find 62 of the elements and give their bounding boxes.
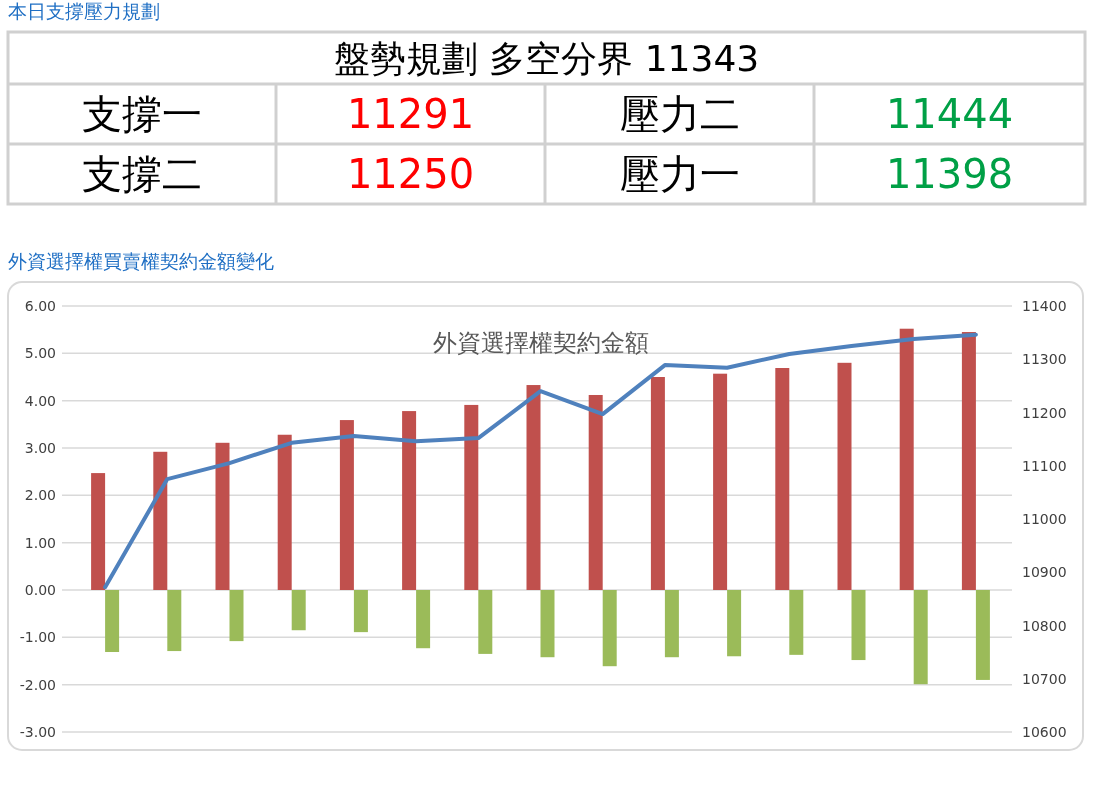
- bar: [91, 473, 106, 590]
- bar: [464, 404, 479, 590]
- bar: [526, 385, 541, 590]
- text: 盤勢規劃 多空分界 11343: [333, 38, 760, 79]
- bar: [975, 590, 990, 680]
- y-tick-label: 2.00: [24, 487, 56, 504]
- y-tick-label: -3.00: [19, 724, 56, 740]
- bar: [478, 590, 493, 654]
- y-tick-label: 4.00: [24, 392, 56, 409]
- bar: [713, 373, 728, 590]
- bar: [402, 411, 417, 590]
- text: 壓力二: [619, 91, 740, 137]
- y2-tick-label: 10600: [1022, 724, 1067, 740]
- bar: [229, 590, 244, 642]
- y-tick-label: 5.00: [24, 345, 56, 362]
- text: 11398: [885, 151, 1014, 197]
- y-tick-label: 1.00: [24, 534, 56, 551]
- bar: [837, 362, 852, 590]
- y-tick-label: 0.00: [24, 582, 56, 598]
- bar: [167, 590, 182, 652]
- text: 本日支撐壓力規劃: [8, 0, 160, 22]
- text: 11291: [346, 91, 475, 137]
- text: 壓力一: [619, 151, 740, 197]
- y2-tick-label: 10900: [1022, 564, 1067, 581]
- y2-tick-label: 11100: [1022, 457, 1067, 474]
- bar: [913, 590, 928, 685]
- bar: [339, 420, 354, 590]
- y2-tick-label: 11200: [1022, 404, 1067, 421]
- bar: [105, 590, 120, 653]
- bar: [775, 368, 790, 590]
- y2-tick-label: 11000: [1022, 511, 1067, 527]
- y2-tick-label: 10700: [1022, 670, 1067, 687]
- text: 支撐二: [82, 151, 202, 197]
- bar: [215, 442, 230, 590]
- bar: [650, 377, 665, 590]
- y2-tick-label: 11400: [1022, 298, 1067, 314]
- text: 11250: [346, 151, 475, 197]
- chart-title: 外資選擇權買賣權契約金額變化: [8, 250, 274, 272]
- y-tick-label: 3.00: [24, 440, 56, 456]
- text: 11444: [885, 91, 1014, 137]
- bar: [899, 328, 914, 590]
- y2-tick-label: 11300: [1022, 351, 1067, 368]
- bar: [277, 434, 292, 590]
- bar: [961, 332, 976, 590]
- y-tick-label: -1.00: [19, 629, 56, 646]
- bar: [664, 590, 679, 658]
- bar: [153, 451, 168, 590]
- y2-tick-label: 10800: [1022, 617, 1067, 634]
- bar: [851, 590, 866, 661]
- bar: [602, 590, 617, 667]
- bar: [291, 590, 306, 631]
- y-tick-label: -2.00: [19, 676, 56, 693]
- bar: [353, 590, 368, 633]
- text: 支撐一: [82, 91, 202, 137]
- bar: [789, 590, 804, 655]
- text: 外資選擇權契約金額: [432, 329, 649, 357]
- bar: [540, 590, 555, 658]
- bar: [588, 394, 603, 590]
- line-series: [103, 332, 978, 590]
- y-tick-label: 6.00: [24, 298, 56, 314]
- bar: [727, 590, 742, 657]
- bar: [416, 590, 431, 649]
